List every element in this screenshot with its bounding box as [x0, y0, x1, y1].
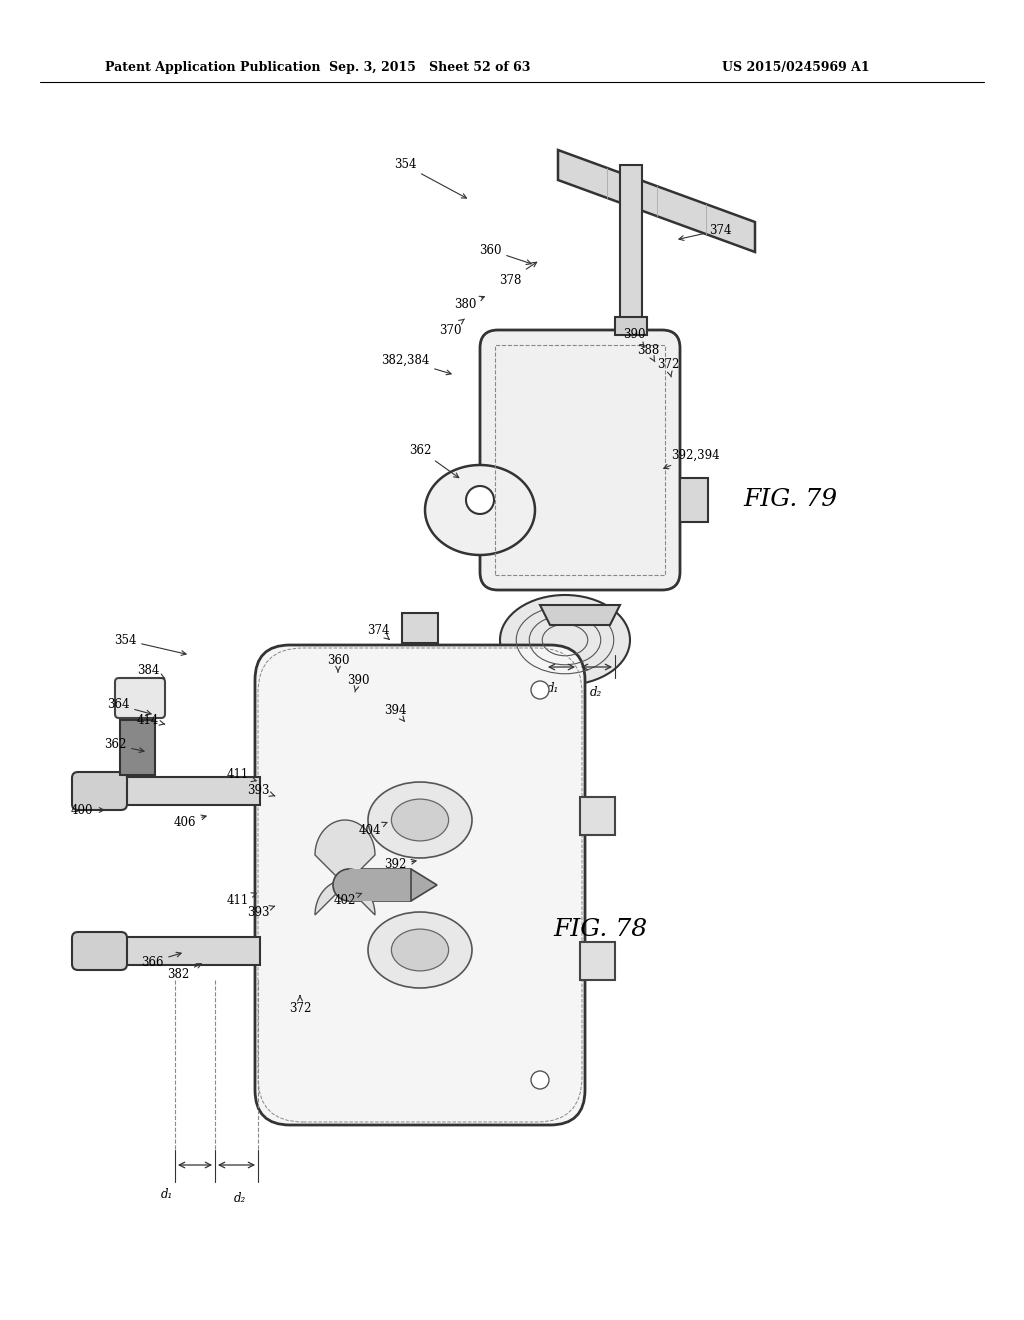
Polygon shape — [90, 937, 260, 965]
Polygon shape — [680, 478, 708, 521]
Text: Sep. 3, 2015   Sheet 52 of 63: Sep. 3, 2015 Sheet 52 of 63 — [330, 62, 530, 74]
Polygon shape — [540, 605, 620, 624]
FancyBboxPatch shape — [72, 932, 127, 970]
Text: 390: 390 — [623, 329, 645, 347]
FancyBboxPatch shape — [72, 772, 127, 810]
Text: d₂: d₂ — [590, 685, 602, 698]
Ellipse shape — [368, 912, 472, 987]
Polygon shape — [580, 797, 615, 836]
Text: 354: 354 — [394, 158, 467, 198]
Text: 366: 366 — [140, 952, 181, 969]
Text: 380: 380 — [454, 296, 484, 312]
Text: 411: 411 — [227, 768, 256, 781]
FancyBboxPatch shape — [115, 678, 165, 718]
Text: 372: 372 — [289, 995, 311, 1015]
Text: 411: 411 — [227, 892, 256, 907]
Circle shape — [531, 1071, 549, 1089]
Text: d₁: d₁ — [547, 681, 559, 694]
FancyBboxPatch shape — [480, 330, 680, 590]
Circle shape — [531, 681, 549, 700]
Polygon shape — [425, 465, 535, 554]
Ellipse shape — [391, 799, 449, 841]
Text: FIG. 78: FIG. 78 — [553, 919, 647, 941]
Bar — [495, 345, 665, 576]
Text: 384: 384 — [137, 664, 165, 678]
Bar — [349, 869, 412, 902]
Text: 382,384: 382,384 — [381, 354, 452, 375]
FancyBboxPatch shape — [255, 645, 585, 1125]
Text: 404: 404 — [358, 822, 387, 837]
Text: 382: 382 — [167, 964, 202, 982]
Text: 372: 372 — [656, 359, 679, 378]
Polygon shape — [615, 317, 647, 335]
Text: 394: 394 — [384, 704, 407, 722]
Text: 362: 362 — [409, 444, 459, 478]
Text: US 2015/0245969 A1: US 2015/0245969 A1 — [722, 62, 870, 74]
Text: 374: 374 — [679, 223, 731, 240]
Text: 393: 393 — [247, 784, 274, 796]
Ellipse shape — [500, 595, 630, 685]
Text: 390: 390 — [347, 673, 370, 692]
Text: 378: 378 — [499, 263, 537, 286]
Polygon shape — [558, 150, 755, 252]
Text: 414: 414 — [137, 714, 165, 726]
Text: 364: 364 — [106, 698, 152, 715]
Text: 360: 360 — [327, 653, 349, 672]
Text: 392,394: 392,394 — [664, 449, 719, 469]
Circle shape — [466, 486, 494, 513]
Text: 354: 354 — [114, 634, 186, 655]
Text: 400: 400 — [71, 804, 104, 817]
Text: 392: 392 — [384, 858, 416, 871]
Text: 393: 393 — [247, 906, 274, 919]
Text: 370: 370 — [438, 319, 465, 337]
Ellipse shape — [368, 781, 472, 858]
Polygon shape — [402, 612, 438, 643]
Polygon shape — [411, 869, 437, 902]
Polygon shape — [315, 820, 375, 915]
Polygon shape — [120, 719, 155, 775]
Text: 374: 374 — [367, 623, 389, 639]
Polygon shape — [580, 942, 615, 979]
Ellipse shape — [391, 929, 449, 972]
Text: 360: 360 — [479, 243, 531, 264]
Polygon shape — [620, 165, 642, 325]
Text: d₂: d₂ — [233, 1192, 246, 1204]
Polygon shape — [90, 777, 260, 805]
Ellipse shape — [333, 869, 365, 902]
Text: 406: 406 — [174, 814, 206, 829]
Text: d₁: d₁ — [161, 1188, 173, 1201]
Text: Patent Application Publication: Patent Application Publication — [105, 62, 321, 74]
Text: 388: 388 — [637, 343, 659, 362]
Text: FIG. 79: FIG. 79 — [743, 488, 837, 511]
Text: 362: 362 — [103, 738, 144, 752]
Text: 402: 402 — [334, 894, 361, 907]
